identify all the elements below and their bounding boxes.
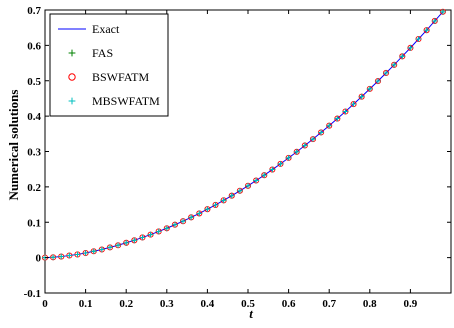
y-tick-label: 0.6 [27,40,41,52]
legend-label-fas: FAS [92,46,113,60]
data-point-mbswfatm [131,237,138,244]
data-point-mbswfatm [82,250,89,256]
data-point-mbswfatm [407,45,414,51]
data-point-mbswfatm [415,36,422,42]
data-point-mbswfatm [99,246,105,253]
data-point-mbswfatm [358,93,365,100]
data-point-mbswfatm [342,108,349,115]
legend-box [49,13,169,117]
y-tick-label: -0.1 [24,288,41,300]
x-tick-label: 0.5 [241,298,255,310]
data-point-mbswfatm [440,8,446,15]
data-point-mbswfatm [58,253,65,260]
data-point-mbswfatm [139,234,146,241]
data-point-mbswfatm [302,142,308,149]
data-point-mbswfatm [50,254,56,261]
x-tick-label: 0.4 [201,298,215,310]
axis-ticks: 0 0.1 0.2 0.3 0.4 0.5 0.6 0.7 0.8 0.9-0.100.10.20… [24,5,451,310]
data-point-mbswfatm [269,166,276,173]
data-point-mbswfatm [277,161,284,167]
data-point-mbswfatm [180,218,186,224]
y-tick-label: 0.5 [27,76,41,88]
data-point-mbswfatm [147,231,154,238]
legend-swatch-mbswfatm [68,97,76,105]
data-point-mbswfatm [310,136,316,142]
data-point-mbswfatm [399,53,406,60]
x-tick-label: 0.6 [282,298,296,310]
data-point-mbswfatm [212,202,219,208]
y-axis-title: Numerical solutions [6,90,21,201]
data-point-mbswfatm [196,210,203,217]
data-point-mbswfatm [172,221,178,228]
legend-label-bswfatm: BSWFATM [92,70,149,84]
data-point-mbswfatm [285,155,292,161]
data-point-mbswfatm [326,122,332,129]
data-point-mbswfatm [383,70,389,76]
data-point-mbswfatm [107,244,113,251]
x-axis-title: t [249,306,253,321]
x-tick-label: 0.9 [404,298,418,310]
data-point-mbswfatm [204,206,211,212]
data-point-mbswfatm [391,62,397,68]
data-point-mbswfatm [74,251,81,258]
y-tick-label: 0.7 [27,5,41,17]
y-tick-label: 0.4 [27,111,41,123]
legend: Exact FAS BSWFATM MBSWFATM [49,13,169,117]
data-point-mbswfatm [245,183,251,189]
legend-swatch-fas [68,49,76,57]
y-tick-label: 0.3 [27,147,41,159]
data-point-mbswfatm [293,149,300,155]
data-point-mbswfatm [164,225,170,232]
data-point-mbswfatm [334,115,341,122]
data-point-mbswfatm [228,192,235,199]
data-point-mbswfatm [115,242,121,249]
x-tick-label: 0.8 [363,298,377,310]
data-point-mbswfatm [66,252,73,259]
legend-label-exact: Exact [92,22,120,36]
data-point-mbswfatm [423,27,430,33]
data-point-mbswfatm [155,228,162,235]
x-tick-label: 0.2 [119,298,133,310]
plot-area [41,8,452,294]
data-point-mbswfatm [237,187,243,194]
data-point-mbswfatm [367,86,373,92]
x-tick-label: 0 [42,298,48,310]
y-tick-label: 0.1 [27,217,41,229]
data-point-mbswfatm [261,172,268,179]
data-point-mbswfatm [90,248,97,255]
data-point-mbswfatm [350,101,357,107]
data-point-mbswfatm [431,18,438,24]
legend-swatch-bswfatm [68,73,76,81]
legend-label-mbswfatm: MBSWFATM [92,94,160,108]
x-tick-label: 0.3 [160,298,174,310]
data-point-mbswfatm [375,78,381,84]
data-point-mbswfatm [253,177,259,184]
x-tick-label: 0.7 [322,298,336,310]
data-point-mbswfatm [318,129,324,136]
y-tick-label: 0.2 [27,182,41,194]
y-tick-label: 0 [36,253,42,265]
data-point-mbswfatm [188,214,194,221]
x-tick-label: 0.1 [79,298,93,310]
data-point-mbswfatm [220,197,227,204]
data-point-mbswfatm [123,239,129,246]
